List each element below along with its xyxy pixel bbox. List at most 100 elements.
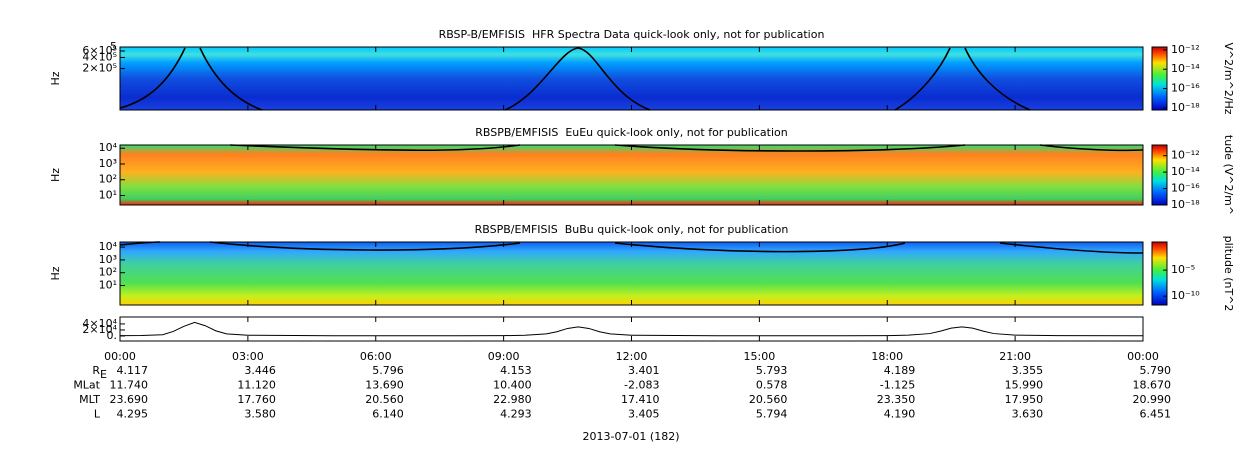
model-curves xyxy=(119,47,1144,254)
ephemeris-value: 10.400 xyxy=(493,379,532,392)
ephemeris-value: 18.670 xyxy=(1133,379,1172,392)
x-tick-label: 21:00 xyxy=(999,350,1031,363)
spectrogram-image xyxy=(120,145,1143,205)
colorbar-tick-label: 10⁻¹⁴ xyxy=(1171,62,1200,75)
colorbar xyxy=(1151,241,1168,306)
ephemeris-value: -1.125 xyxy=(880,379,915,392)
ephemeris-value: 6.140 xyxy=(372,408,404,421)
y-tick-label: 4×10⁵ xyxy=(82,50,117,63)
y-tick-label: 10³ xyxy=(99,157,117,170)
colorbar-tick-label: 10⁻¹⁸ xyxy=(1171,198,1200,211)
date-label: 2013-07-01 (182) xyxy=(582,430,679,443)
model-curve xyxy=(504,47,651,111)
ephemeris-label: R xyxy=(92,364,100,377)
ephemeris-value: 20.990 xyxy=(1133,393,1172,406)
ephemeris-value: 15.990 xyxy=(1005,379,1044,392)
x-tick-label: 00:00 xyxy=(1127,350,1159,363)
colorbar xyxy=(1151,46,1168,111)
ephemeris-value: 17.950 xyxy=(1005,393,1044,406)
y-tick-label: 4×10⁴ xyxy=(82,317,117,330)
ephemeris-value: -2.083 xyxy=(624,379,659,392)
y-tick-label: 5 xyxy=(110,40,117,53)
colorbar-tick-label: 10⁻¹⁰ xyxy=(1171,289,1200,302)
colorbar xyxy=(1151,144,1168,206)
ephemeris-value: 3.405 xyxy=(628,408,660,421)
panel-title: RBSPB/EMFISIS BuBu quick-look only, not … xyxy=(475,223,789,236)
ephemeris-value: 23.690 xyxy=(110,393,149,406)
ephemeris-value: 3.630 xyxy=(1012,408,1044,421)
x-tick-label: 09:00 xyxy=(488,350,520,363)
orbit-line xyxy=(119,321,1144,337)
y-tick-label: 10² xyxy=(99,266,117,279)
ephemeris-value: 3.446 xyxy=(244,364,276,377)
model-curve xyxy=(894,47,1031,111)
model-curve xyxy=(229,144,1144,152)
panel-frame xyxy=(119,241,1144,306)
x-tick-label: 06:00 xyxy=(360,350,392,363)
y-tick-label: 10⁴ xyxy=(99,141,118,154)
ephemeris-value: 13.690 xyxy=(365,379,404,392)
ephemeris-value: 6.451 xyxy=(1140,408,1172,421)
ephemeris-value: 4.189 xyxy=(884,364,916,377)
x-tick-label: 00:00 xyxy=(104,350,136,363)
ephemeris-value: 20.560 xyxy=(749,393,788,406)
y-axis-label: Hz xyxy=(49,71,62,85)
panel-frame xyxy=(119,144,1144,206)
ephemeris-value: 5.793 xyxy=(756,364,788,377)
ephemeris-value: 11.740 xyxy=(110,379,149,392)
backgrounds xyxy=(120,47,1143,305)
ephemeris-value: 17.760 xyxy=(237,393,276,406)
ephemeris-value: 0.578 xyxy=(756,379,788,392)
ephemeris-label: MLT xyxy=(79,393,100,406)
colorbar-tick-label: 10⁻¹² xyxy=(1171,149,1200,162)
y-axis-label: Hz xyxy=(49,266,62,280)
panel-frame xyxy=(119,46,1144,111)
ephemeris-value: 5.794 xyxy=(756,408,788,421)
ephemeris-value: 4.117 xyxy=(117,364,149,377)
x-tick-label: 03:00 xyxy=(232,350,264,363)
ephemeris-label-subscript: E xyxy=(100,368,107,381)
colorbar-tick-label: 10⁻¹⁴ xyxy=(1171,165,1200,178)
ephemeris-value: 3.401 xyxy=(628,364,660,377)
ephemeris-value: 3.355 xyxy=(1012,364,1044,377)
colorbar-label: V^2/m^2/Hz xyxy=(1222,42,1235,114)
colorbar-label: tude (V^2/m^ xyxy=(1222,135,1235,215)
model-curve xyxy=(119,47,263,111)
y-tick-label: 2×10⁵ xyxy=(82,62,117,75)
ephemeris-value: 23.350 xyxy=(877,393,916,406)
colorbar-tick-label: 10⁻¹⁶ xyxy=(1171,182,1200,195)
y-tick-label: 10¹ xyxy=(99,279,117,292)
y-tick-label: 2×10⁴ xyxy=(82,323,117,336)
ephemeris-label: MLat xyxy=(73,379,100,392)
ephemeris-value: 3.580 xyxy=(244,408,276,421)
colorbar-tick-label: 10⁻⁵ xyxy=(1171,263,1195,276)
ephemeris-value: 5.796 xyxy=(372,364,404,377)
colorbar-tick-label: 10⁻¹⁸ xyxy=(1171,101,1200,114)
model-curve xyxy=(119,241,1144,254)
ephemeris-value: 11.120 xyxy=(237,379,276,392)
colorbar-tick-label: 10⁻¹⁶ xyxy=(1171,82,1200,95)
y-tick-label: 6×10⁵ xyxy=(82,44,117,57)
y-tick-label: 10³ xyxy=(99,253,117,266)
y-tick-label: 10¹ xyxy=(99,189,117,202)
ephemeris-value: 4.295 xyxy=(117,408,149,421)
ephemeris-value: 5.790 xyxy=(1140,364,1172,377)
x-tick-label: 18:00 xyxy=(871,350,903,363)
y-tick-label: 10⁴ xyxy=(99,240,118,253)
colorbar-label: plitude (nT^2 xyxy=(1222,236,1235,312)
ephemeris-value: 4.293 xyxy=(500,408,532,421)
y-tick-label: 0. xyxy=(107,329,118,342)
ephemeris-value: 4.153 xyxy=(500,364,532,377)
panel-title: RBSPB/EMFISIS EuEu quick-look only, not … xyxy=(475,126,788,139)
ephemeris-value: 22.980 xyxy=(493,393,532,406)
ephemeris-value: 20.560 xyxy=(365,393,404,406)
spectrogram-image xyxy=(120,242,1143,305)
x-tick-label: 12:00 xyxy=(616,350,648,363)
y-axis-label: Hz xyxy=(49,168,62,182)
y-tick-label: 10² xyxy=(99,173,117,186)
panel-title: RBSP-B/EMFISIS HFR Spectra Data quick-lo… xyxy=(439,28,825,41)
x-tick-label: 15:00 xyxy=(744,350,776,363)
ephemeris-value: 17.410 xyxy=(621,393,660,406)
